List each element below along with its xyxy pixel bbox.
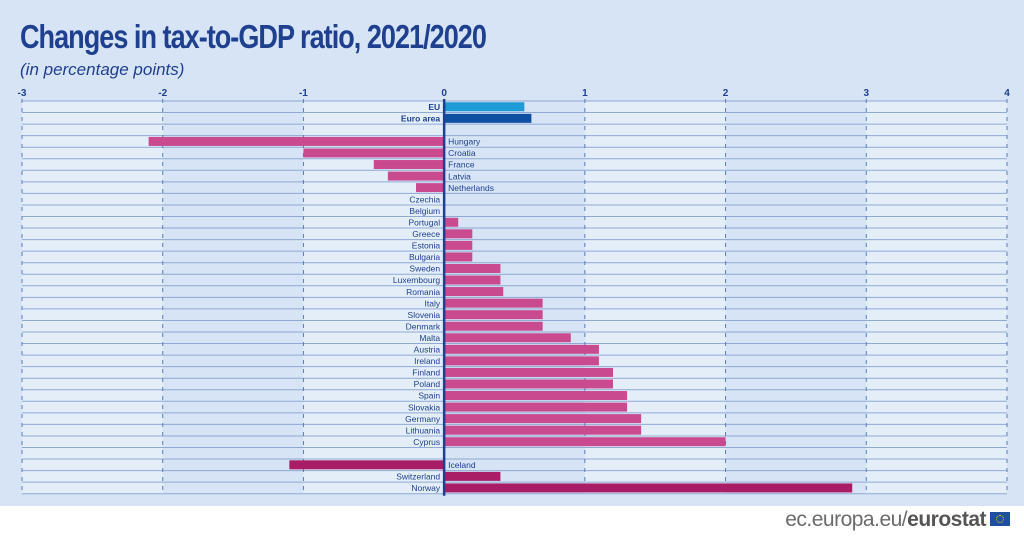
category-label: Poland	[414, 379, 441, 389]
bar	[444, 321, 543, 331]
bar	[444, 252, 473, 262]
category-label: Spain	[418, 391, 440, 401]
bar	[289, 460, 445, 470]
category-label: France	[448, 160, 475, 170]
eu-flag-icon	[990, 512, 1010, 526]
bar	[444, 471, 501, 481]
bar	[444, 217, 459, 227]
bar	[444, 333, 571, 343]
category-label: Netherlands	[448, 183, 494, 193]
x-tick-label: 1	[582, 88, 588, 99]
category-label: Bulgaria	[409, 252, 440, 262]
bar	[444, 344, 599, 354]
category-label: Luxembourg	[393, 275, 441, 285]
category-label: Croatia	[448, 148, 476, 158]
bar	[444, 437, 726, 447]
category-label: Malta	[419, 333, 440, 343]
bar	[373, 160, 445, 170]
category-label: Romania	[406, 287, 440, 297]
bar	[444, 229, 473, 239]
category-label: Sweden	[409, 264, 440, 274]
category-label: EU	[428, 102, 440, 112]
category-label: Euro area	[401, 114, 440, 124]
category-label: Greece	[412, 229, 440, 239]
category-label: Belgium	[409, 206, 440, 216]
category-label: Norway	[411, 483, 441, 493]
x-tick-label: -3	[18, 88, 27, 99]
footer-site: ec.europa.eu/	[785, 508, 908, 531]
bar	[444, 240, 473, 250]
bar	[444, 275, 501, 285]
bar	[444, 298, 543, 308]
category-label: Portugal	[408, 217, 440, 227]
bar	[444, 414, 642, 424]
category-label: Slovakia	[408, 402, 440, 412]
bar	[444, 391, 628, 401]
bar	[148, 136, 445, 146]
bar	[444, 310, 543, 320]
x-tick-label: 4	[1004, 88, 1010, 99]
x-tick-label: 3	[864, 88, 870, 99]
bar	[444, 263, 501, 273]
category-label: Germany	[405, 414, 441, 424]
category-label: Ireland	[414, 356, 440, 366]
bar	[444, 356, 599, 366]
category-label: Hungary	[448, 137, 481, 147]
category-label: Denmark	[406, 321, 441, 331]
bar	[303, 148, 445, 158]
bar	[444, 287, 504, 297]
category-label: Iceland	[448, 460, 476, 470]
chart-title: Changes in tax-to-GDP ratio, 2021/2020	[20, 18, 487, 55]
category-label: Latvia	[448, 171, 471, 181]
category-label: Czechia	[409, 194, 440, 204]
x-tick-label: -1	[299, 88, 308, 99]
bar	[444, 379, 613, 389]
bar	[444, 483, 853, 493]
bar	[387, 171, 445, 181]
bar	[444, 367, 613, 377]
category-label: Switzerland	[396, 472, 440, 482]
x-tick-label: 0	[441, 88, 447, 99]
bar	[416, 183, 445, 193]
category-label: Estonia	[412, 241, 441, 251]
category-label: Cyprus	[413, 437, 440, 447]
bar	[444, 102, 525, 112]
x-tick-label: -2	[158, 88, 167, 99]
chart-subtitle: (in percentage points)	[20, 60, 185, 79]
category-label: Lithuania	[406, 425, 441, 435]
category-label: Finland	[412, 368, 440, 378]
bar	[444, 425, 642, 435]
bar	[444, 113, 532, 123]
footer-source: ec.europa.eu/eurostat	[785, 508, 986, 532]
category-label: Italy	[425, 298, 441, 308]
bar	[444, 402, 628, 412]
x-tick-label: 2	[723, 88, 729, 99]
category-label: Slovenia	[408, 310, 441, 320]
category-label: Austria	[414, 345, 441, 355]
footer-brand: eurostat	[907, 508, 986, 531]
